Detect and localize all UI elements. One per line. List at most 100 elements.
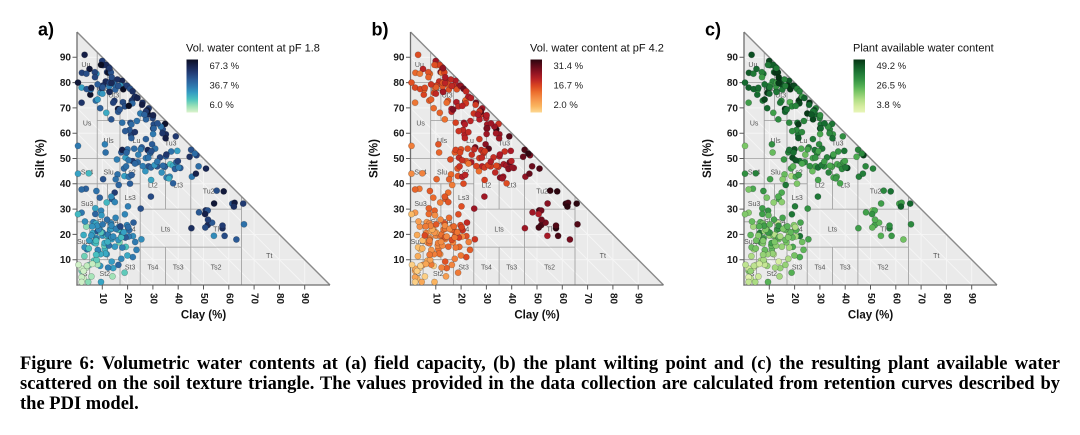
svg-text:Tt: Tt	[600, 253, 606, 260]
svg-text:10: 10	[97, 293, 108, 305]
svg-text:60: 60	[223, 293, 234, 305]
svg-text:St3: St3	[125, 265, 136, 272]
svg-text:Su2: Su2	[77, 239, 90, 246]
svg-text:Clay (%): Clay (%)	[514, 310, 560, 322]
svg-text:Tu2: Tu2	[536, 189, 548, 196]
svg-text:30: 30	[60, 205, 72, 216]
svg-text:40: 40	[393, 179, 405, 190]
svg-text:Lt3: Lt3	[173, 182, 183, 189]
svg-text:Silt (%): Silt (%)	[702, 139, 714, 178]
svg-text:Us: Us	[416, 120, 425, 127]
svg-text:c): c)	[705, 20, 721, 40]
svg-text:a): a)	[38, 20, 54, 40]
svg-text:Uls: Uls	[437, 138, 448, 145]
svg-text:Su2: Su2	[411, 239, 424, 246]
svg-text:Lts: Lts	[828, 227, 838, 234]
svg-text:Us: Us	[83, 120, 92, 127]
svg-text:Tt: Tt	[266, 253, 272, 260]
svg-text:Ts2: Ts2	[211, 265, 222, 272]
svg-text:40: 40	[60, 179, 72, 190]
svg-text:40: 40	[727, 179, 739, 190]
svg-text:Vol. water content at pF 4.2: Vol. water content at pF 4.2	[530, 43, 664, 55]
svg-text:70: 70	[582, 293, 593, 305]
svg-text:Tl: Tl	[547, 227, 553, 234]
svg-text:Tu3: Tu3	[498, 141, 510, 148]
svg-text:2.0 %: 2.0 %	[554, 100, 579, 111]
svg-text:70: 70	[393, 103, 405, 114]
svg-text:Lt2: Lt2	[482, 182, 492, 189]
svg-text:Uls: Uls	[771, 138, 782, 145]
svg-text:30: 30	[727, 205, 739, 216]
svg-text:Slu: Slu	[104, 170, 114, 177]
svg-text:Ss: Ss	[79, 271, 88, 278]
svg-text:20: 20	[122, 293, 133, 305]
svg-text:Ls3: Ls3	[791, 195, 802, 202]
svg-text:Ts4: Ts4	[147, 265, 158, 272]
svg-text:Tl: Tl	[880, 227, 886, 234]
svg-text:60: 60	[890, 293, 901, 305]
svg-text:49.2 %: 49.2 %	[877, 61, 907, 72]
svg-text:Ls3: Ls3	[124, 195, 135, 202]
svg-text:Plant available water content: Plant available water content	[853, 43, 994, 55]
svg-text:90: 90	[966, 293, 977, 305]
svg-text:30: 30	[481, 293, 492, 305]
svg-text:Uu: Uu	[81, 62, 90, 69]
svg-text:Clay (%): Clay (%)	[181, 310, 227, 322]
svg-text:St3: St3	[792, 265, 803, 272]
svg-text:90: 90	[727, 53, 739, 64]
svg-text:Lu: Lu	[466, 138, 474, 145]
svg-text:20: 20	[393, 230, 405, 241]
svg-text:Su3: Su3	[414, 201, 427, 208]
svg-text:30: 30	[393, 205, 405, 216]
svg-text:b): b)	[372, 20, 389, 40]
svg-text:60: 60	[393, 129, 405, 140]
svg-text:Tl: Tl	[213, 227, 219, 234]
svg-text:Tu2: Tu2	[870, 189, 882, 196]
svg-text:Lu: Lu	[800, 138, 808, 145]
svg-text:16.7 %: 16.7 %	[554, 81, 584, 92]
svg-text:80: 80	[941, 293, 952, 305]
svg-text:70: 70	[60, 103, 72, 114]
svg-text:Ts3: Ts3	[173, 265, 184, 272]
svg-text:70: 70	[916, 293, 927, 305]
svg-text:10: 10	[60, 255, 72, 266]
svg-text:Lt3: Lt3	[840, 182, 850, 189]
svg-text:40: 40	[173, 293, 184, 305]
svg-text:St2: St2	[433, 271, 444, 278]
svg-text:Ts2: Ts2	[544, 265, 555, 272]
svg-text:Lts: Lts	[161, 227, 171, 234]
svg-text:Su2: Su2	[744, 239, 757, 246]
svg-text:31.4 %: 31.4 %	[554, 61, 584, 72]
svg-text:70: 70	[249, 293, 260, 305]
svg-text:80: 80	[60, 78, 72, 89]
svg-text:Vol. water content at pF 1.8: Vol. water content at pF 1.8	[186, 43, 320, 55]
svg-text:Ts4: Ts4	[814, 265, 825, 272]
svg-text:Uu: Uu	[415, 62, 424, 69]
svg-text:Ut3: Ut3	[775, 93, 786, 100]
svg-text:40: 40	[840, 293, 851, 305]
svg-text:80: 80	[274, 293, 285, 305]
svg-text:Tu3: Tu3	[832, 141, 844, 148]
svg-text:10: 10	[764, 293, 775, 305]
svg-text:Lt2: Lt2	[148, 182, 158, 189]
svg-text:90: 90	[299, 293, 310, 305]
svg-text:10: 10	[430, 293, 441, 305]
svg-text:Tu3: Tu3	[165, 141, 177, 148]
svg-text:Su3: Su3	[81, 201, 94, 208]
svg-text:20: 20	[456, 293, 467, 305]
svg-text:50: 50	[865, 293, 876, 305]
svg-text:Lt3: Lt3	[507, 182, 517, 189]
svg-text:Uls: Uls	[104, 138, 115, 145]
svg-text:80: 80	[393, 78, 405, 89]
svg-text:20: 20	[727, 230, 739, 241]
svg-text:80: 80	[607, 293, 618, 305]
svg-text:Lt2: Lt2	[815, 182, 825, 189]
svg-text:Su3: Su3	[748, 201, 761, 208]
svg-text:50: 50	[60, 154, 72, 165]
svg-text:Ls3: Ls3	[458, 195, 469, 202]
svg-text:Clay (%): Clay (%)	[848, 310, 894, 322]
svg-text:Slu: Slu	[771, 170, 781, 177]
svg-text:Ts4: Ts4	[481, 265, 492, 272]
svg-text:50: 50	[727, 154, 739, 165]
svg-text:Lts: Lts	[494, 227, 504, 234]
